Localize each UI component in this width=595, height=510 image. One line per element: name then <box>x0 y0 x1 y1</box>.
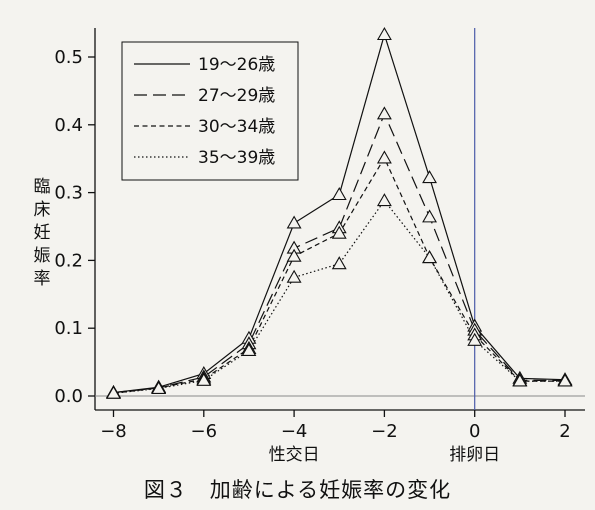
x-tick-label: 2 <box>559 421 570 442</box>
y-axis-title-char: 妊 <box>34 223 51 243</box>
y-axis-title-char: 臨 <box>34 177 51 197</box>
axes: 0.0 0.1 0.2 0.3 0.4 0.5 −8 −6 −4 −2 0 2 性交日 排卵日 <box>54 28 585 465</box>
series-4 <box>113 199 565 394</box>
y-tick-label: 0.2 <box>54 250 83 271</box>
y-tick-label: 0.3 <box>54 183 83 204</box>
y-tick-label: 0.5 <box>54 47 83 68</box>
y-tick-label: 0.0 <box>54 386 83 407</box>
data-point-marker <box>196 372 212 386</box>
x-axis-title: 性交日 <box>269 445 320 465</box>
legend-label: 35〜39歳 <box>198 148 275 168</box>
data-point-marker <box>331 256 347 270</box>
data-point-marker <box>106 385 121 399</box>
x-tick-label: −8 <box>100 421 127 442</box>
y-axis-title-char: 娠 <box>34 246 51 266</box>
x-tick-label: −6 <box>191 421 218 442</box>
series-2 <box>113 112 565 394</box>
y-axis-title-char: 率 <box>34 269 51 289</box>
series-line <box>113 199 565 394</box>
x-tick-label: −4 <box>281 421 308 442</box>
legend: 19〜26歳 27〜29歳 30〜34歳 35〜39歳 <box>121 41 299 181</box>
data-point-marker <box>151 380 167 394</box>
data-point-marker <box>286 248 302 262</box>
legend-label: 19〜26歳 <box>198 55 275 75</box>
data-point-marker <box>557 373 573 387</box>
data-point-marker <box>331 225 347 239</box>
data-point-marker <box>331 187 347 201</box>
data-point-marker <box>422 209 437 223</box>
legend-label: 27〜29歳 <box>198 86 275 106</box>
series-layer <box>106 27 573 399</box>
y-tick-label: 0.1 <box>54 318 83 339</box>
data-point-marker <box>512 373 528 387</box>
data-point-marker <box>286 215 302 229</box>
data-point-marker <box>376 193 392 207</box>
data-point-marker <box>422 170 437 184</box>
ovulation-day-label: 排卵日 <box>449 445 500 465</box>
series-line <box>113 112 565 394</box>
y-tick-label: 0.4 <box>54 115 83 136</box>
figure-caption: 図３ 加齢による妊娠率の変化 <box>143 478 452 502</box>
data-point-marker <box>422 250 437 264</box>
legend-label: 30〜34歳 <box>198 117 275 137</box>
series-4-markers <box>106 193 573 399</box>
data-point-marker <box>241 342 257 356</box>
data-point-marker <box>376 150 392 164</box>
data-point-marker <box>467 332 483 346</box>
y-axis-title-char: 床 <box>34 200 51 220</box>
x-tick-label: −2 <box>371 421 398 442</box>
data-point-marker <box>376 27 392 41</box>
data-point-marker <box>376 106 392 120</box>
data-point-marker <box>286 269 302 283</box>
line-chart: 0.0 0.1 0.2 0.3 0.4 0.5 −8 −6 −4 −2 0 2 性交日 排卵日 臨床妊娠率… <box>34 27 585 465</box>
x-tick-label: 0 <box>469 421 480 442</box>
